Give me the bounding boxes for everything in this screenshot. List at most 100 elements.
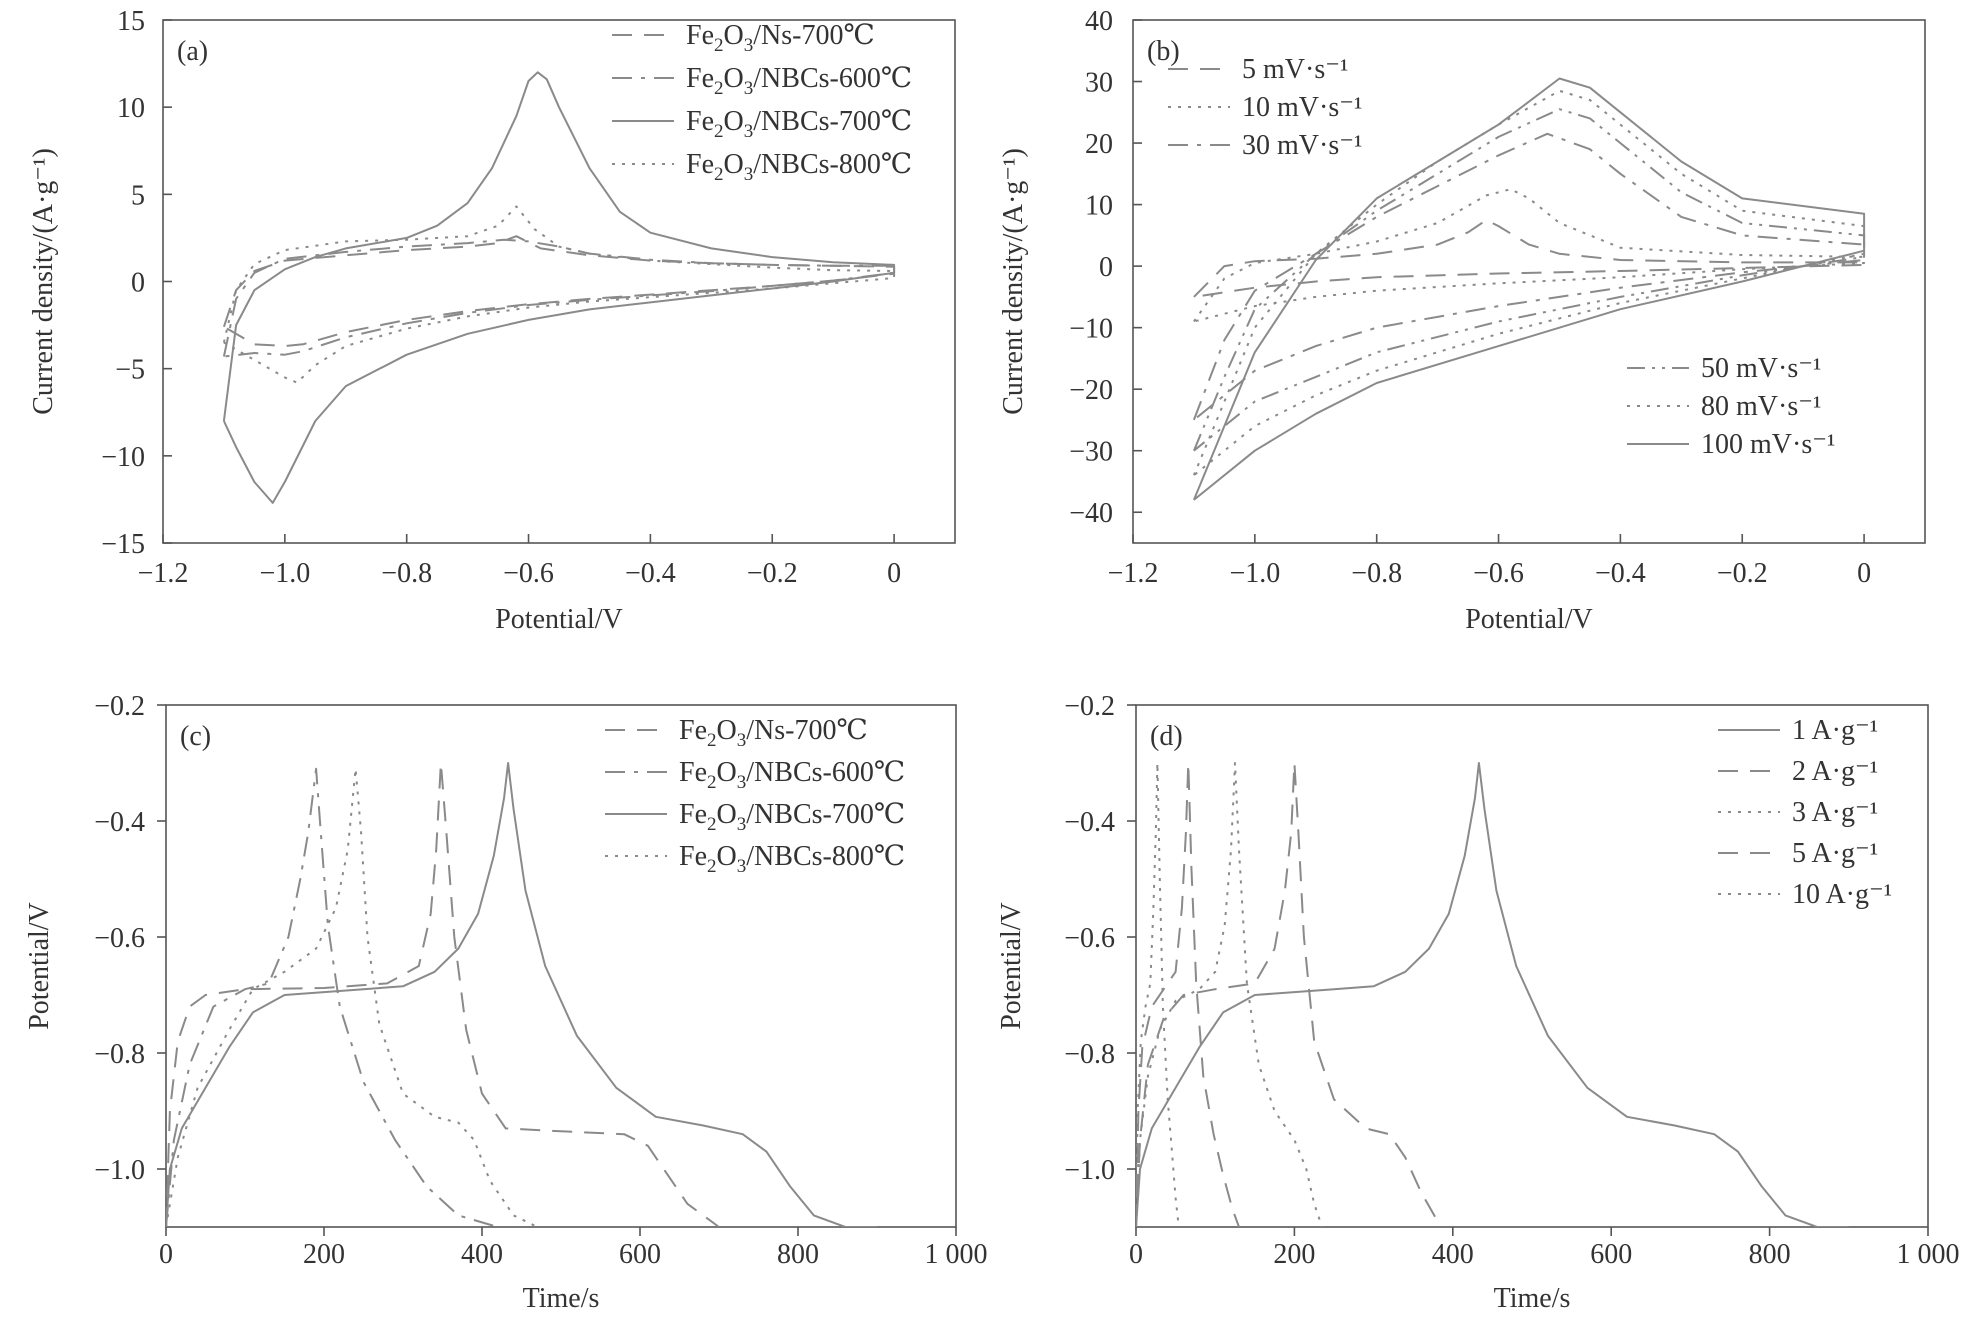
legend-label-4: Fe2O3/NBCs-800℃ bbox=[686, 149, 912, 185]
legend-label-1: 5 mV·s⁻¹ bbox=[1242, 54, 1348, 85]
y-tick-label: −1.0 bbox=[1064, 1155, 1115, 1186]
series-line-5 bbox=[1192, 89, 1866, 477]
y-axis-label: Potential/V bbox=[996, 902, 1027, 1030]
series-line-1 bbox=[1193, 219, 1866, 298]
x-tick-label: 1 000 bbox=[925, 1239, 988, 1270]
legend: Fe2O3/Ns-700℃ Fe2O3/NBCs-600℃ Fe2O3/NBCs-7… bbox=[605, 715, 905, 877]
series-line-2 bbox=[1136, 762, 1442, 1227]
legend-label-4: 5 A·g⁻¹ bbox=[1792, 838, 1878, 869]
series-line-3 bbox=[222, 71, 896, 504]
y-tick-label: −0.4 bbox=[1064, 807, 1115, 838]
x-tick-label: 800 bbox=[1749, 1239, 1791, 1270]
y-tick-label: 20 bbox=[1085, 129, 1113, 160]
y-tick-label: 5 bbox=[131, 180, 145, 211]
legend-label-3: 30 mV·s⁻¹ bbox=[1242, 130, 1362, 161]
x-tick-label: −0.6 bbox=[1473, 558, 1524, 589]
series-line-1 bbox=[222, 235, 896, 347]
x-tick-label: −1.0 bbox=[1229, 558, 1280, 589]
y-tick-label: −1.0 bbox=[94, 1155, 145, 1186]
y-tick-label: 40 bbox=[1085, 6, 1113, 37]
series-line-4 bbox=[166, 767, 538, 1227]
legend-label-5: 10 A·g⁻¹ bbox=[1792, 879, 1892, 910]
legend-label-2: Fe2O3/NBCs-600℃ bbox=[686, 63, 912, 99]
legend-label-3: 3 A·g⁻¹ bbox=[1792, 797, 1878, 828]
legend-label-1: 1 A·g⁻¹ bbox=[1792, 715, 1878, 746]
series-line-1 bbox=[1136, 762, 1849, 1227]
x-tick-label: −1.2 bbox=[1108, 558, 1159, 589]
x-tick-label: 600 bbox=[1590, 1239, 1632, 1270]
y-axis-label: Potential/V bbox=[24, 902, 55, 1030]
series-line-2 bbox=[1193, 188, 1866, 323]
x-tick-label: 200 bbox=[1273, 1239, 1315, 1270]
y-tick-label: −40 bbox=[1069, 498, 1113, 529]
series-group bbox=[1136, 762, 1849, 1227]
y-tick-label: 0 bbox=[131, 268, 145, 299]
x-axis-label: Potential/V bbox=[495, 604, 623, 635]
x-tick-label: 0 bbox=[1857, 558, 1871, 589]
series-line-4 bbox=[1136, 762, 1240, 1227]
y-tick-label: −15 bbox=[101, 529, 145, 560]
y-axis-label: Current density/(A·g⁻¹) bbox=[998, 148, 1029, 415]
legend: Fe2O3/Ns-700℃ Fe2O3/NBCs-600℃ Fe2O3/NBCs-7… bbox=[612, 20, 912, 185]
series-line-5 bbox=[1136, 762, 1180, 1227]
x-tick-label: −0.4 bbox=[625, 558, 676, 589]
x-tick-label: 400 bbox=[1432, 1239, 1474, 1270]
series-group bbox=[222, 71, 896, 504]
y-tick-label: 0 bbox=[1099, 252, 1113, 283]
y-tick-label: −0.6 bbox=[94, 923, 145, 954]
legend-label-3: Fe2O3/NBCs-700℃ bbox=[686, 106, 912, 142]
y-tick-label: −0.4 bbox=[94, 807, 145, 838]
x-tick-label: −0.8 bbox=[381, 558, 432, 589]
legend-label-3: Fe2O3/NBCs-700℃ bbox=[679, 799, 905, 835]
y-tick-label: 15 bbox=[117, 6, 145, 37]
x-axis-label: Time/s bbox=[523, 1283, 600, 1314]
y-axis-label: Current density/(A·g⁻¹) bbox=[28, 148, 59, 415]
x-axis-label: Potential/V bbox=[1465, 604, 1593, 635]
x-tick-label: 200 bbox=[303, 1239, 345, 1270]
plot-frame bbox=[165, 704, 957, 1228]
panel-label: (b) bbox=[1147, 36, 1180, 67]
x-tick-label: 0 bbox=[1129, 1239, 1143, 1270]
legend-label-4: 50 mV·s⁻¹ bbox=[1701, 353, 1821, 384]
series-line-4 bbox=[222, 205, 896, 384]
y-tick-label: −0.2 bbox=[1064, 691, 1115, 722]
legend-label-2: 2 A·g⁻¹ bbox=[1792, 756, 1878, 787]
series-group bbox=[1192, 77, 1866, 501]
y-tick-label: −0.6 bbox=[1064, 923, 1115, 954]
legend: 1 A·g⁻¹ 2 A·g⁻¹ 3 A·g⁻¹ 5 A·g⁻¹ 10 A·g⁻¹ bbox=[1718, 715, 1892, 910]
series-line-2 bbox=[166, 767, 499, 1227]
y-tick-label: −20 bbox=[1069, 375, 1113, 406]
panel-d: 0 200 400 600 800 1 000 −1.0 −0.8 −0.6 −0.4 −0.2 Ti… bbox=[996, 691, 1960, 1314]
series-group bbox=[166, 762, 877, 1227]
x-tick-label: 800 bbox=[777, 1239, 819, 1270]
y-tick-label: −5 bbox=[115, 355, 145, 386]
x-tick-label: 400 bbox=[461, 1239, 503, 1270]
y-tick-label: −10 bbox=[101, 442, 145, 473]
y-tick-label: 10 bbox=[1085, 191, 1113, 222]
legend-label-4: Fe2O3/NBCs-800℃ bbox=[679, 841, 905, 877]
series-line-1 bbox=[166, 762, 720, 1227]
y-tick-label: −0.2 bbox=[94, 691, 145, 722]
x-tick-label: 600 bbox=[619, 1239, 661, 1270]
x-tick-label: 0 bbox=[887, 558, 901, 589]
plot-frame bbox=[1132, 19, 1926, 544]
y-tick-label: 30 bbox=[1085, 68, 1113, 99]
y-tick-label: −0.8 bbox=[94, 1039, 145, 1070]
legend-label-6: 100 mV·s⁻¹ bbox=[1701, 429, 1835, 460]
x-tick-label: −1.2 bbox=[138, 558, 189, 589]
x-tick-label: −0.2 bbox=[747, 558, 798, 589]
panel-a: −1.2 −1.0 −0.8 −0.6 −0.4 −0.2 0 −15 −10 −5 0 5 10 15 P… bbox=[28, 6, 956, 635]
panel-label: (a) bbox=[177, 36, 208, 67]
x-tick-label: 1 000 bbox=[1897, 1239, 1960, 1270]
x-axis-label: Time/s bbox=[1494, 1283, 1571, 1314]
y-tick-label: −0.8 bbox=[1064, 1039, 1115, 1070]
x-tick-label: −0.2 bbox=[1717, 558, 1768, 589]
series-line-3 bbox=[1136, 762, 1324, 1227]
series-line-6 bbox=[1192, 77, 1866, 501]
panel-label: (c) bbox=[180, 721, 211, 752]
legend-label-1: Fe2O3/Ns-700℃ bbox=[686, 20, 875, 56]
series-line-3 bbox=[166, 762, 877, 1227]
y-tick-label: −30 bbox=[1069, 437, 1113, 468]
y-tick-label: 10 bbox=[117, 93, 145, 124]
